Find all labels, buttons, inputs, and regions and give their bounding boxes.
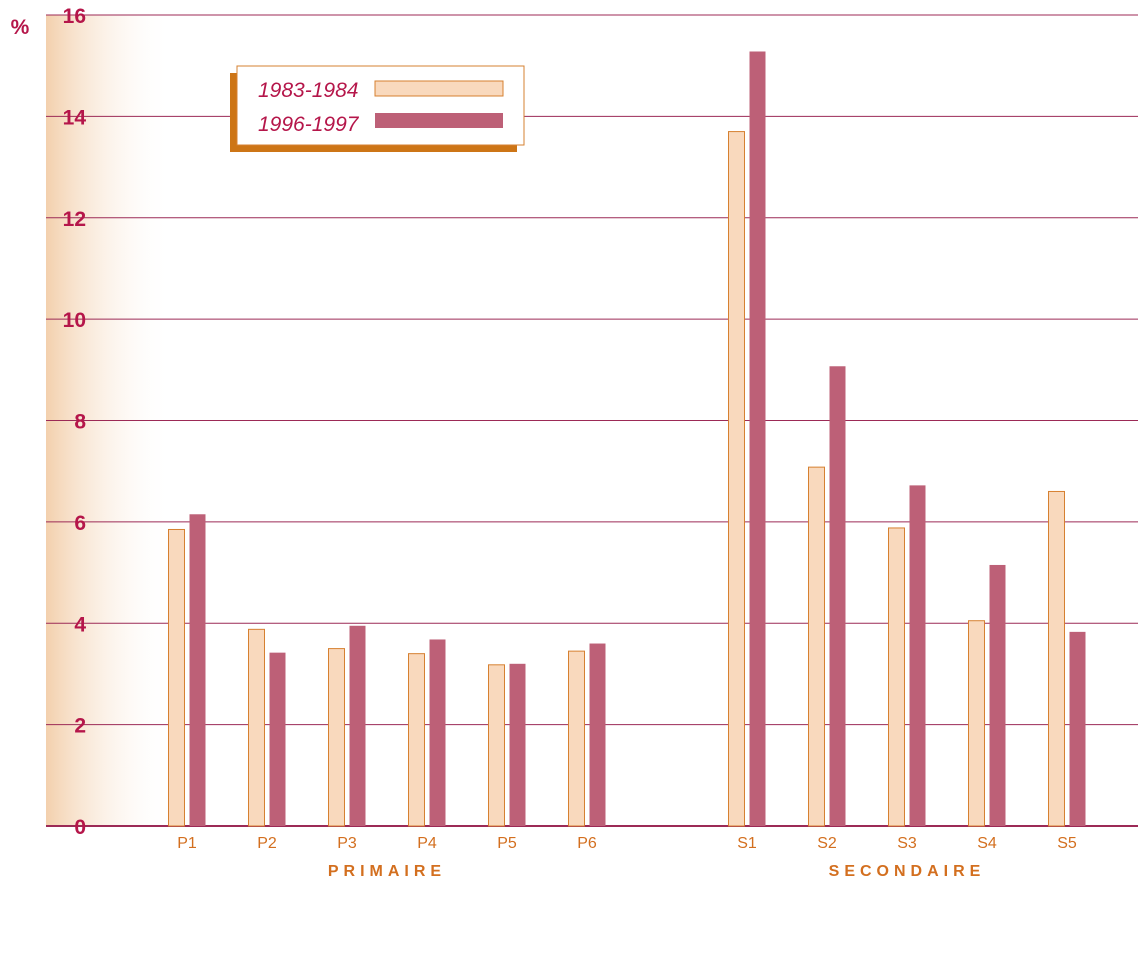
legend-box [236,65,525,146]
bar-1983-1984-P1 [168,528,185,827]
x-tick-label: P1 [177,835,197,852]
bar-1983-1984-P6 [568,650,585,827]
y-tick-label: 2 [74,715,86,738]
bar-1996-1997-P6 [589,643,606,826]
legend-label-1983-1984: 1983-1984 [258,79,358,102]
x-tick-label: P5 [497,835,517,852]
bar-1996-1997-P3 [349,625,366,826]
bar-1983-1984-P3 [328,648,345,827]
group-label: PRIMAIRE [328,863,446,880]
x-tick-label: P3 [337,835,357,852]
bar-1983-1984-P4 [408,653,425,827]
y-tick-label: 10 [63,309,86,332]
legend-swatch-1996-1997 [375,113,503,128]
x-tick-label: S3 [897,835,917,852]
y-tick-label: 4 [74,613,86,636]
bar-1996-1997-S4 [989,564,1006,826]
bar-1983-1984-S5 [1048,490,1065,827]
legend: 1983-1984 1996-1997 [230,65,525,152]
group-label: SECONDAIRE [829,863,986,880]
x-tick-label: S2 [817,835,837,852]
bar-1983-1984-S3 [888,527,905,827]
y-tick-label: 16 [63,5,86,28]
bar-1996-1997-S2 [829,366,846,826]
bar-1996-1997-P5 [509,663,526,826]
bar-1996-1997-S5 [1069,631,1086,826]
x-tick-label: P6 [577,835,597,852]
legend-swatch-1983-1984 [374,80,504,97]
x-tick-label: P2 [257,835,277,852]
bars [168,51,1086,827]
bar-1983-1984-S1 [728,131,745,827]
y-tick-label: 0 [74,816,86,839]
x-tick-label: S1 [737,835,757,852]
bar-1996-1997-P2 [269,652,286,826]
x-tick-label: S4 [977,835,997,852]
x-axis-ticks: P1 P2 P3 P4 P5 P6 S1 S2 S3 S4 S5 [177,835,1077,852]
y-unit-label: % [11,16,30,39]
bar-1996-1997-P4 [429,639,446,826]
bar-1983-1984-S4 [968,620,985,827]
x-tick-label: P4 [417,835,437,852]
y-tick-label: 6 [74,512,86,535]
x-tick-label: S5 [1057,835,1077,852]
bar-1996-1997-S1 [749,51,766,827]
bar-1983-1984-P5 [488,664,505,827]
bar-1983-1984-S2 [808,466,825,827]
y-tick-label: 12 [63,208,86,231]
y-tick-label: 14 [63,106,87,129]
y-axis-ticks: 0 2 4 6 8 10 12 14 16 [63,5,87,839]
group-labels: PRIMAIRE SECONDAIRE [328,863,986,880]
bar-1996-1997-S3 [909,485,926,826]
legend-label-1996-1997: 1996-1997 [258,113,360,136]
bar-1983-1984-P2 [248,628,265,827]
y-tick-label: 8 [74,411,86,434]
bar-1996-1997-P1 [189,514,206,826]
